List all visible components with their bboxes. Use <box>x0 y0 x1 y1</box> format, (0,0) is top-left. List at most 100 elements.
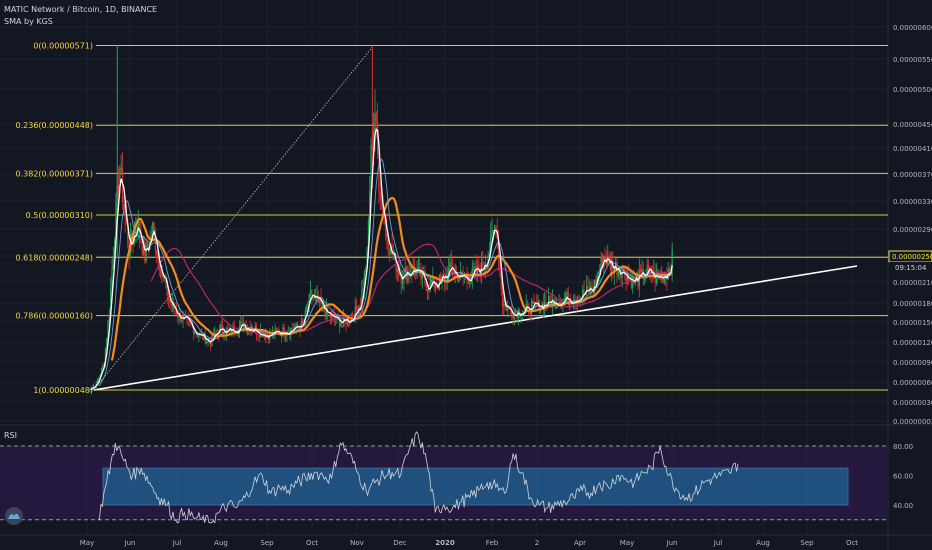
candle-body <box>504 303 506 305</box>
candle-body <box>140 236 142 243</box>
candle-body <box>500 270 502 290</box>
candle-body <box>609 258 611 270</box>
candle-body <box>104 348 107 366</box>
time-tick-label: Oct <box>846 539 858 547</box>
time-tick-label: Jun <box>124 539 136 547</box>
candle-body <box>219 325 221 335</box>
candle-body <box>400 274 402 284</box>
candle-body <box>655 272 657 283</box>
candle-body <box>440 275 442 281</box>
candle-body <box>91 387 93 389</box>
candle-body <box>124 210 126 218</box>
candle-body <box>361 290 363 308</box>
time-tick-label: May <box>620 539 634 547</box>
symbol-title[interactable]: MATIC Network / Bitcoin, 1D, BINANCE <box>4 5 158 14</box>
candle-body <box>487 255 489 265</box>
candle-body <box>174 309 176 312</box>
candle-body <box>227 328 229 330</box>
candle-body <box>649 267 651 270</box>
candle-body <box>311 289 313 299</box>
candle-body <box>367 219 370 248</box>
candle-body <box>625 276 627 283</box>
candle-body <box>536 303 538 306</box>
candle-body <box>365 268 367 271</box>
fib-level-label: 0.236(0.00000448) <box>16 121 94 130</box>
candle-body <box>587 286 589 289</box>
candle-body <box>526 303 529 305</box>
price-axis[interactable]: 0.00000600 0.00000550 0.00000500 0.00000450… <box>893 24 932 510</box>
candle-body <box>473 268 475 271</box>
candle-body <box>499 261 501 271</box>
candle-body <box>169 298 171 304</box>
time-axis[interactable]: May Jun Jul Aug Sep Oct Nov Dec 2020 Feb 2 Apr May Ju… <box>80 539 859 547</box>
candle-body <box>96 380 99 383</box>
candle-body <box>374 113 376 132</box>
trendlines[interactable] <box>93 45 858 391</box>
price-tick-label: 0.00000370 <box>893 171 932 179</box>
time-tick-label: Jul <box>713 539 723 547</box>
candle-body <box>111 269 113 288</box>
candle-body <box>263 334 266 339</box>
candle-body <box>659 276 661 280</box>
candle-body <box>583 289 585 295</box>
candle-body <box>327 306 329 314</box>
candle-body <box>384 224 387 228</box>
candle-body <box>114 239 116 257</box>
candle-body <box>338 318 341 327</box>
candle-body <box>324 310 326 317</box>
candle-body <box>163 275 166 281</box>
candle-body <box>92 386 95 388</box>
rsi-tick-label: 80.00 <box>893 443 913 451</box>
candle-body <box>604 256 606 260</box>
candle-body <box>488 252 490 256</box>
indicator-title[interactable]: SMA by KGS <box>4 17 53 26</box>
candle-body <box>520 316 522 317</box>
time-tick-label: Feb <box>486 539 499 547</box>
tradingview-logo[interactable] <box>5 507 23 525</box>
candle-body <box>379 192 381 201</box>
candle-body <box>241 321 243 323</box>
fib-retracement[interactable]: 0(0.00000571) 0.236(0.00000448) 0.382(0.00… <box>16 42 889 395</box>
candle-body <box>166 280 168 296</box>
candle-body <box>275 328 277 331</box>
candle-body <box>503 303 505 307</box>
candle-body <box>432 276 434 283</box>
price-tick-label: 0.00000550 <box>893 56 932 64</box>
countdown-box <box>889 262 932 272</box>
candle-body <box>490 233 492 253</box>
candle-body <box>295 323 297 328</box>
candle-body <box>306 308 308 311</box>
rsi-title[interactable]: RSI <box>4 431 17 440</box>
candle-body <box>586 286 588 293</box>
candle-body <box>115 201 117 240</box>
candle-body <box>99 374 101 378</box>
candle-body <box>187 317 189 320</box>
candle-body <box>383 218 385 225</box>
time-tick-label: Jul <box>172 539 182 547</box>
candle-body <box>590 286 592 294</box>
candle-body <box>434 285 437 288</box>
candle-body <box>388 249 391 255</box>
candle-body <box>529 313 531 316</box>
candle-body <box>377 121 379 155</box>
candle-body <box>161 275 163 278</box>
price-tick-label: 0.00000330 <box>893 198 932 206</box>
candle-body <box>501 289 504 307</box>
candle-body <box>562 299 564 304</box>
candle-body <box>626 275 629 283</box>
candle-body <box>597 273 600 275</box>
candle-body <box>513 312 515 319</box>
candle-body <box>492 230 494 232</box>
candle-body <box>512 316 514 319</box>
candle-body <box>157 255 159 257</box>
candle-body <box>421 271 423 280</box>
candle-body <box>355 306 358 310</box>
candle-body <box>231 328 233 335</box>
rsi-line <box>97 431 739 524</box>
candle-body <box>615 262 617 268</box>
candle-body <box>154 232 156 251</box>
candle-body <box>533 301 535 303</box>
candle-body <box>220 324 222 326</box>
fib-level-label: 0.382(0.00000371) <box>16 169 94 178</box>
